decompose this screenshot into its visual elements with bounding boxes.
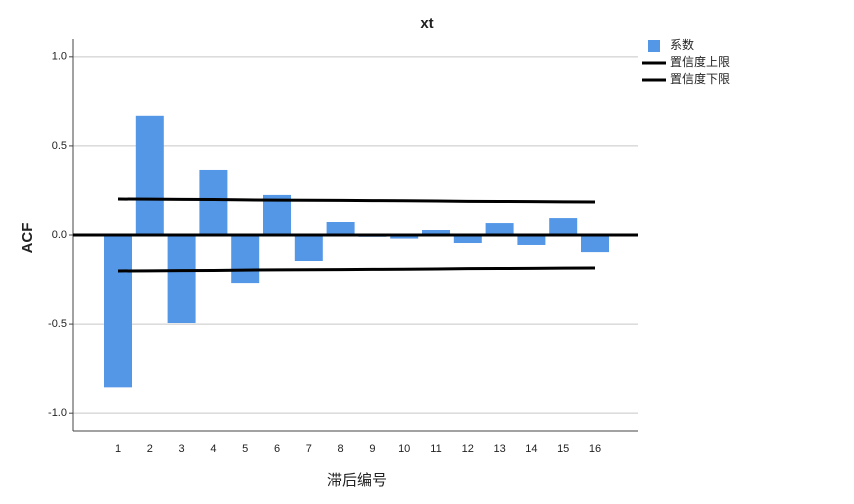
x-tick-label: 12 <box>462 443 474 455</box>
legend-label: 置信度下限 <box>670 71 730 86</box>
bar <box>422 230 450 235</box>
x-tick-label: 5 <box>242 443 248 455</box>
bar <box>390 235 419 239</box>
x-tick-label: 16 <box>589 443 601 455</box>
bar <box>104 235 132 388</box>
legend-swatch <box>648 40 660 52</box>
bar <box>517 235 546 245</box>
x-tick-label: 2 <box>147 443 153 455</box>
y-tick-label: 0.0 <box>52 229 67 241</box>
x-tick-label: 10 <box>398 443 410 455</box>
y-tick-label: 1.0 <box>52 51 67 63</box>
x-tick-label: 14 <box>525 443 537 455</box>
bar <box>135 115 164 235</box>
x-tick-label: 11 <box>430 443 441 455</box>
bar <box>485 223 514 235</box>
x-tick-label: 15 <box>557 443 569 455</box>
confidence-line <box>117 197 596 204</box>
x-tick-label: 3 <box>179 443 185 455</box>
bar <box>199 169 228 235</box>
x-tick-label: 9 <box>369 443 375 455</box>
y-tick-label: -1.0 <box>48 407 67 419</box>
x-tick-label: 1 <box>115 443 121 455</box>
x-tick-label: 13 <box>493 443 505 455</box>
bar <box>453 235 482 244</box>
bar <box>231 235 260 284</box>
chart-title: xt <box>420 15 433 32</box>
bar <box>294 235 323 262</box>
y-tick-label: -0.5 <box>48 318 67 330</box>
x-tick-label: 8 <box>338 443 344 455</box>
legend-label: 置信度上限 <box>670 54 730 69</box>
confidence-line <box>117 266 596 273</box>
y-axis-label: ACF <box>19 223 36 254</box>
x-tick-label: 4 <box>210 443 216 455</box>
x-tick-label: 6 <box>274 443 280 455</box>
bar <box>167 235 196 324</box>
bar <box>581 235 609 253</box>
legend-label: 系数 <box>670 37 694 52</box>
x-tick-label: 7 <box>306 443 312 455</box>
bar <box>326 221 355 235</box>
bar <box>549 218 578 235</box>
y-tick-label: 0.5 <box>52 140 67 152</box>
x-axis-label: 滞后编号 <box>327 472 387 489</box>
